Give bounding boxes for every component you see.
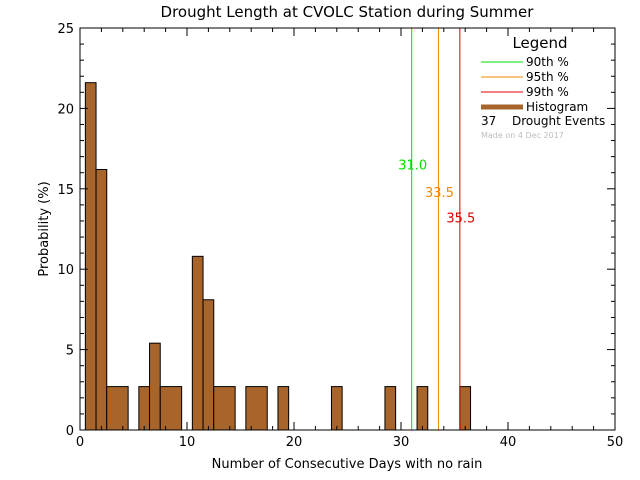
- legend-items: 90th %95th %99th %Histogram: [481, 55, 588, 114]
- chart-title: Drought Length at CVOLC Station during S…: [161, 3, 535, 21]
- histogram-bar: [245, 386, 268, 431]
- histogram-bar: [138, 386, 151, 431]
- histogram-bar: [159, 386, 183, 431]
- histogram-bar: [106, 386, 129, 431]
- x-axis-label: Number of Consecutive Days with no rain: [212, 457, 483, 472]
- histogram-bar: [330, 386, 343, 431]
- x-tick-label: 10: [179, 435, 196, 450]
- histogram-bar: [384, 386, 397, 431]
- x-tick-label: 50: [607, 435, 624, 450]
- histogram-bar: [277, 386, 290, 431]
- x-tick-label: 0: [76, 435, 84, 450]
- legend-events-count: 37: [481, 114, 496, 128]
- histogram-bar: [213, 386, 236, 431]
- percentile-labels: 31.0 33.5 35.5: [398, 159, 475, 227]
- y-tick-label: 0: [66, 424, 74, 439]
- x-tick-label: 30: [393, 435, 410, 450]
- plot-frame: [79, 27, 616, 431]
- histogram-bar: [191, 255, 204, 431]
- histogram-bar: [84, 82, 97, 431]
- histogram-bar: [149, 342, 161, 431]
- x-tick-label: 40: [500, 435, 517, 450]
- histogram-bar: [459, 386, 472, 431]
- histogram-bar: [416, 386, 429, 431]
- legend-events-label: Drought Events: [512, 114, 605, 128]
- legend-item-label: 90th %: [526, 55, 569, 69]
- y-tick-label: 10: [57, 263, 74, 278]
- histogram-bar: [202, 299, 215, 431]
- legend: Legend 90th %95th %99th %Histogram 37 Dr…: [481, 34, 605, 140]
- percentile-label: 33.5: [425, 186, 454, 201]
- histogram-bar: [95, 169, 108, 431]
- x-axis-ticks: 0 10 20 30 40 50: [76, 28, 623, 450]
- legend-title: Legend: [512, 34, 567, 52]
- x-tick-label: 20: [286, 435, 303, 450]
- y-tick-label: 25: [57, 22, 74, 37]
- histogram-bars: [84, 82, 472, 431]
- legend-item-label: 95th %: [526, 70, 569, 84]
- percentile-label: 35.5: [446, 212, 475, 227]
- y-tick-label: 20: [57, 102, 74, 117]
- percentile-lines: [411, 28, 461, 430]
- legend-item-label: 99th %: [526, 85, 569, 99]
- percentile-label: 31.0: [398, 159, 427, 174]
- y-axis-ticks: 0 5 10 15 20 25: [57, 22, 615, 439]
- y-tick-label: 15: [57, 183, 74, 198]
- legend-made-on-note: Made on 4 Dec 2017: [481, 131, 564, 140]
- legend-item-label: Histogram: [526, 100, 588, 114]
- y-axis-label: Probability (%): [37, 181, 52, 276]
- y-tick-label: 5: [66, 344, 74, 359]
